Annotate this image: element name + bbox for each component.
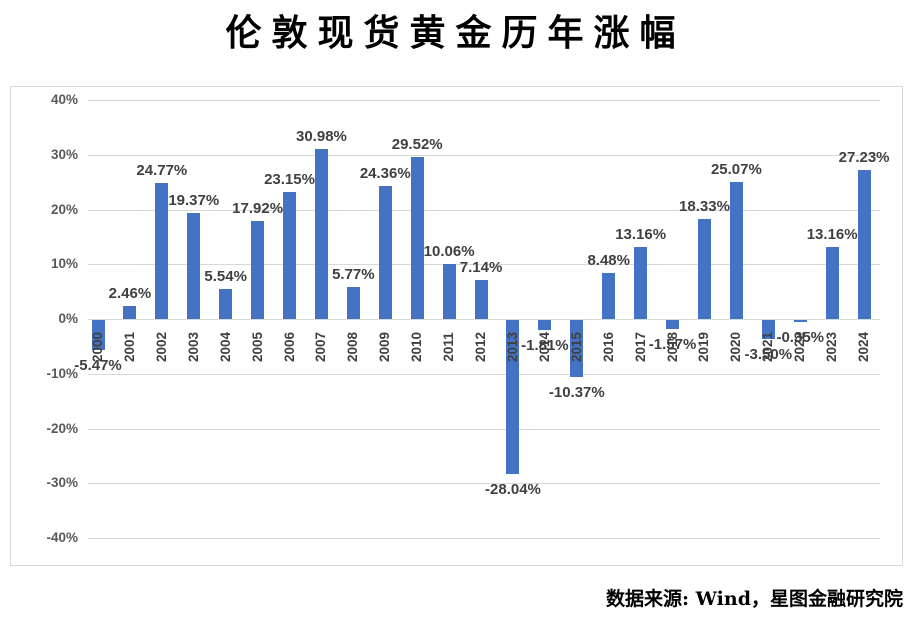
gridline [88, 100, 880, 101]
bar-value-label: 24.36% [359, 164, 411, 182]
bar [314, 149, 328, 319]
bar [634, 246, 648, 319]
bar-value-label: -1.81% [521, 336, 569, 354]
bar-value-label: 8.48% [587, 251, 630, 269]
y-axis-label: 40% [50, 92, 78, 107]
x-axis-label: 2021 [760, 331, 776, 363]
x-axis-label: 2012 [473, 331, 489, 363]
bar-value-label: -1.57% [648, 335, 697, 353]
x-axis-label: 2019 [696, 331, 712, 363]
x-axis-label: 2000 [90, 331, 105, 363]
bar [474, 279, 488, 319]
x-axis-label: 2013 [504, 331, 520, 363]
bar-value-label: 7.14% [459, 258, 503, 276]
source-credit: 数据来源: Wind，星图金融研究院 [606, 588, 903, 610]
x-axis-label: 2022 [792, 331, 808, 363]
bar [729, 181, 743, 319]
bar [666, 320, 680, 329]
bar [187, 212, 201, 319]
y-axis-label: 0% [58, 311, 78, 326]
bar-value-label: 25.07% [710, 160, 762, 178]
gridline [88, 264, 880, 266]
gridline [88, 428, 880, 430]
x-axis-label: 2015 [568, 331, 584, 363]
x-axis-label: 2023 [824, 331, 840, 363]
bar [251, 220, 265, 319]
x-axis-label: 2016 [600, 331, 616, 363]
bar-value-label: 13.16% [615, 225, 667, 243]
bar [538, 320, 552, 330]
bar [91, 320, 105, 350]
gridline [88, 154, 880, 156]
bar [378, 185, 392, 319]
bar-value-label: -28.04% [485, 480, 541, 498]
bar [761, 320, 775, 340]
gridline [88, 319, 880, 320]
chart-title: 伦敦现货黄金历年涨幅 [225, 12, 686, 54]
x-axis-label: 2011 [441, 332, 457, 362]
gridline [88, 209, 880, 211]
y-axis-label: 30% [50, 146, 78, 162]
y-axis-label: 20% [50, 201, 78, 217]
gridline [88, 373, 880, 375]
bar [283, 192, 297, 319]
x-axis-label: 2006 [281, 331, 297, 363]
x-axis-label: 2018 [664, 331, 680, 363]
gridline [88, 483, 880, 485]
bar [442, 263, 456, 319]
bar-value-label: -3.50% [744, 346, 793, 364]
bar-value-label: 19.37% [168, 191, 220, 209]
x-axis-label: 2004 [217, 331, 233, 363]
bar-value-label: -5.47% [74, 356, 122, 374]
x-axis-label: 2001 [121, 331, 137, 363]
x-axis-label: 2005 [249, 331, 265, 363]
x-axis-label: 2002 [153, 331, 169, 363]
x-axis-label: 2020 [728, 331, 744, 363]
bar [793, 320, 807, 322]
bar [155, 183, 169, 319]
bar-value-label: 30.98% [296, 128, 347, 146]
x-axis-label: 2008 [345, 331, 361, 363]
bar-value-label: 10.06% [423, 242, 475, 260]
bar-value-label: 29.52% [391, 136, 443, 154]
x-axis-label: 2009 [377, 331, 393, 363]
bar-value-label: -10.37% [548, 383, 605, 401]
y-axis-label: 10% [50, 256, 78, 272]
bar-value-label: 23.15% [264, 171, 315, 189]
bar-value-label: 17.92% [232, 199, 284, 217]
bar [506, 320, 520, 474]
bar-value-label: 2.46% [108, 284, 152, 302]
bar [602, 272, 616, 319]
bar-value-label: 27.23% [838, 148, 890, 166]
chart-area [10, 86, 903, 566]
bar [410, 157, 424, 319]
bar [825, 246, 839, 319]
bar [123, 305, 137, 319]
y-axis-label: -40% [46, 530, 78, 545]
bar [346, 287, 360, 319]
bar-value-label: 5.54% [204, 267, 247, 285]
bar [219, 288, 233, 319]
bar-value-label: -0.35% [776, 328, 824, 346]
y-axis-label: -10% [46, 365, 78, 381]
bar-value-label: 5.77% [332, 266, 375, 284]
bar [570, 320, 584, 377]
gridline [88, 538, 880, 539]
y-axis-label: -20% [46, 420, 78, 436]
x-axis-label: 2014 [536, 331, 552, 363]
y-axis-label: -30% [46, 475, 78, 491]
bar-value-label: 18.33% [679, 197, 730, 215]
x-axis-label: 2024 [856, 331, 872, 363]
bar [857, 169, 871, 319]
bar-value-label: 13.16% [806, 225, 858, 243]
x-axis-label: 2003 [185, 331, 201, 363]
x-axis-label: 2007 [313, 331, 329, 363]
bar-value-label: 24.77% [136, 162, 188, 180]
x-axis-label: 2017 [632, 331, 648, 363]
bar [697, 218, 711, 319]
x-axis-label: 2010 [409, 331, 425, 363]
